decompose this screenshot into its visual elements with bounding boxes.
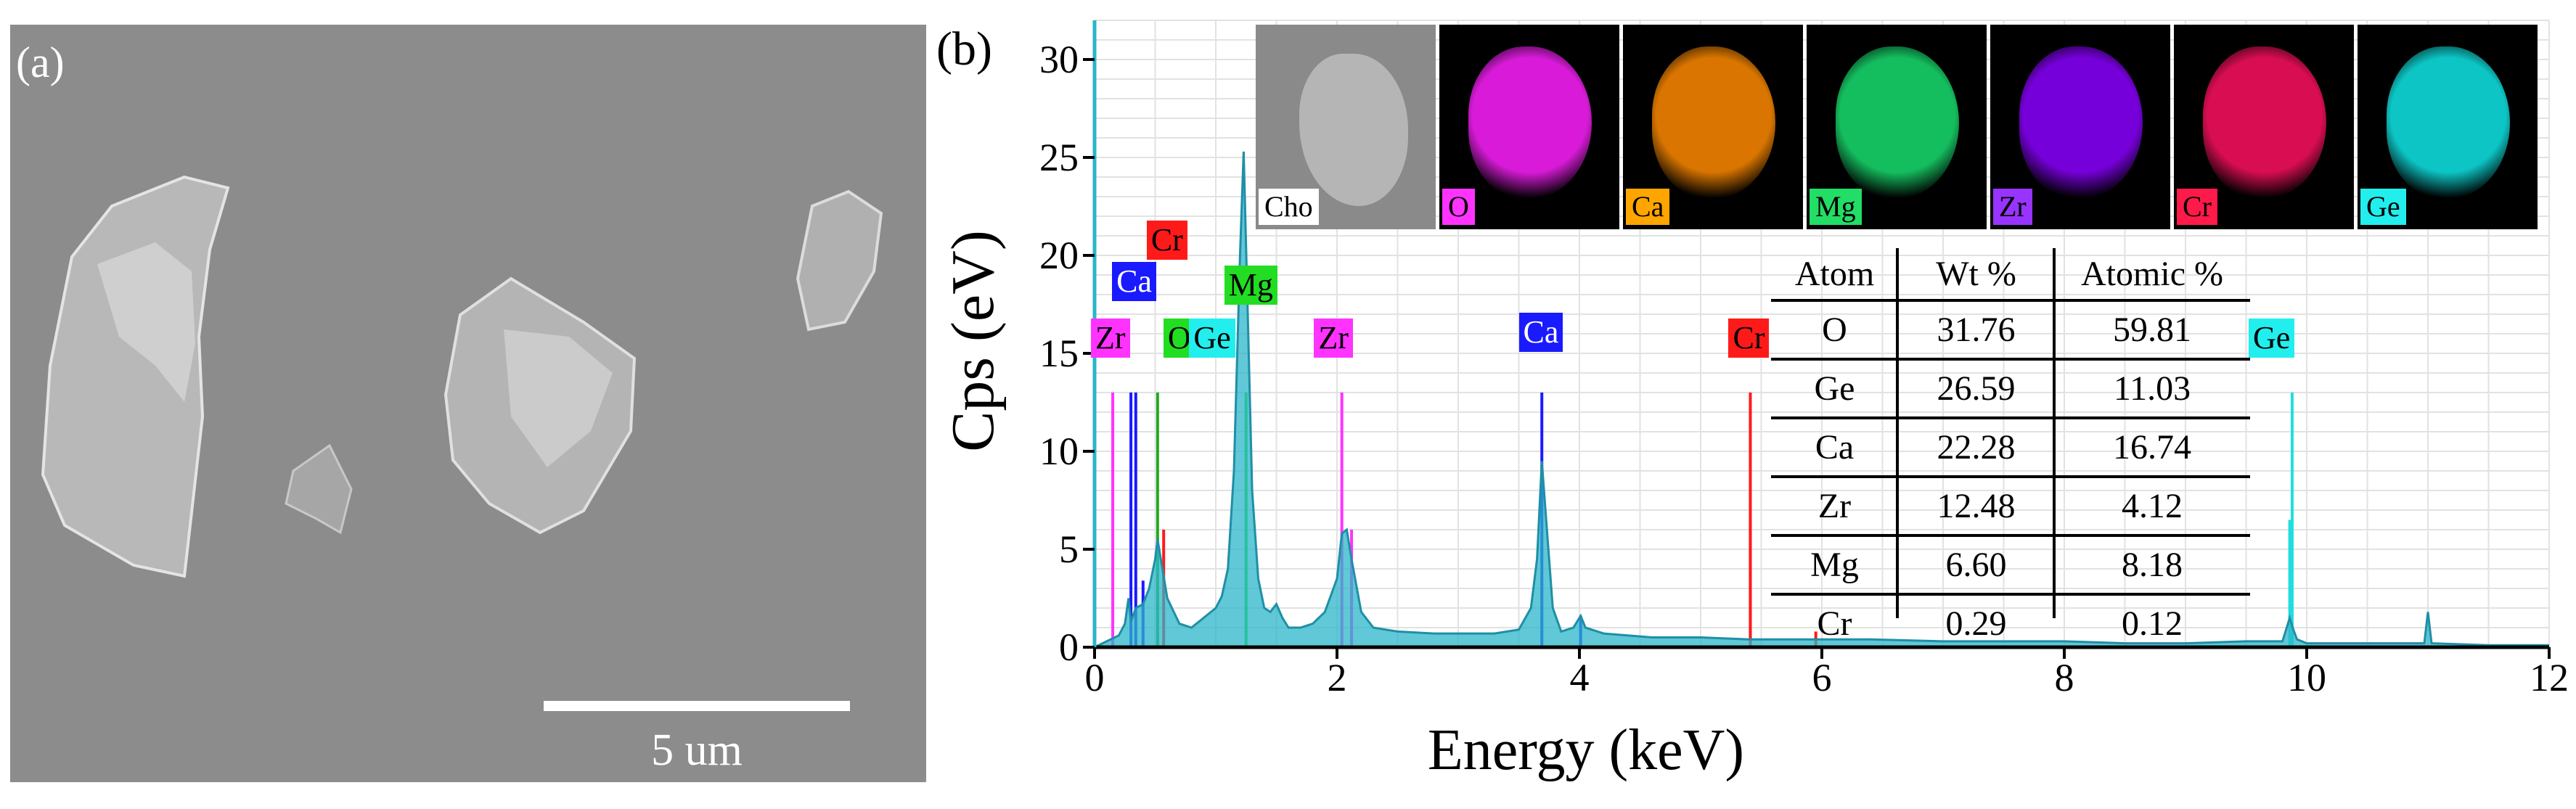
peak-label-cr: Cr: [1728, 318, 1770, 358]
element-map-cr: Cr: [2174, 25, 2354, 229]
peak-label-ca: Ca: [1112, 261, 1156, 301]
table-row: Ca 22.28 16.74: [1771, 416, 2250, 475]
table-divider: [2053, 248, 2056, 618]
y-tick-label: 5: [1059, 527, 1079, 571]
table-header: Atom Wt % Atomic %: [1771, 248, 2250, 299]
particle-center-highlight: [504, 329, 613, 467]
header-atom: Atom: [1794, 254, 1875, 293]
composition-table: Atom Wt % Atomic % O 31.76 59.81 Ge 26.5…: [1771, 248, 2250, 652]
peak-label-cr: Cr: [1146, 220, 1187, 260]
peak-label-zr: Zr: [1314, 318, 1353, 358]
cell-atom: Zr: [1817, 487, 1852, 525]
y-tick-label: 10: [1039, 430, 1079, 473]
x-tick-label: 0: [1085, 656, 1105, 699]
table-row: Zr 12.48 4.12: [1771, 475, 2250, 534]
map-label: Cr: [2177, 189, 2217, 225]
x-axis-label: Energy (keV): [1428, 718, 1744, 782]
cell-atomic: 59.81: [2113, 311, 2191, 349]
sem-image: (a) 5 um: [10, 25, 926, 782]
map-signal: [2387, 46, 2510, 199]
cell-atom: Mg: [1810, 546, 1859, 584]
map-signal: [1652, 46, 1775, 199]
map-signal: [2019, 46, 2143, 199]
panel-a-label: (a): [16, 38, 65, 86]
x-tick-label: 8: [2055, 656, 2074, 699]
cell-wt: 26.59: [1937, 369, 2016, 408]
cell-wt: 31.76: [1937, 311, 2016, 349]
sem-particles: [10, 25, 926, 782]
cell-wt: 6.60: [1945, 546, 2007, 584]
peak-label-o: O: [1163, 318, 1195, 358]
element-map-o: O: [1439, 25, 1619, 229]
spectrum-fill: [1095, 151, 2549, 647]
scale-bar-label: 5 um: [651, 726, 743, 775]
chart-ticks: 0 2 4 6 8 10 12 0 5 10 15 20 25 30: [1039, 38, 2569, 699]
map-label: Ca: [1626, 189, 1670, 225]
cell-wt: 0.29: [1945, 604, 2007, 643]
peak-label-mg: Mg: [1224, 266, 1277, 305]
table-row: Cr 0.29 0.12: [1771, 593, 2250, 652]
element-map-cho: Cho: [1256, 25, 1436, 229]
cell-atom: Ca: [1815, 428, 1855, 467]
peak-label-ge: Ge: [1189, 318, 1235, 358]
map-label: Ge: [2360, 189, 2406, 225]
peak-label-zr: Zr: [1091, 318, 1130, 358]
map-label: Cho: [1259, 189, 1319, 225]
table-row: O 31.76 59.81: [1771, 299, 2250, 358]
table-row: Ge 26.59 11.03: [1771, 358, 2250, 416]
map-label: O: [1442, 189, 1475, 225]
element-map-ge: Ge: [2358, 25, 2538, 229]
cell-atom: Ge: [1814, 369, 1855, 408]
element-map-zr: Zr: [1990, 25, 2170, 229]
map-particle: [1299, 54, 1408, 206]
x-tick-label: 12: [2530, 656, 2569, 699]
particle-small: [285, 443, 353, 535]
map-label: Mg: [1810, 189, 1862, 225]
y-tick-label: 30: [1039, 38, 1079, 81]
y-tick-label: 25: [1039, 136, 1079, 179]
table-divider: [1896, 248, 1899, 618]
map-label: Zr: [1993, 189, 2032, 225]
cell-atomic: 16.74: [2113, 428, 2191, 467]
cell-atomic: 0.12: [2122, 604, 2183, 643]
cell-atom: O: [1822, 311, 1847, 349]
header-wt: Wt %: [1936, 254, 2016, 293]
cell-wt: 22.28: [1937, 428, 2016, 467]
cell-atomic: 4.12: [2122, 487, 2183, 525]
particle-right: [796, 189, 883, 332]
particle-left-highlight: [97, 242, 195, 402]
cell-atomic: 8.18: [2122, 546, 2183, 584]
map-signal: [2203, 46, 2326, 199]
element-map-mg: Mg: [1807, 25, 1987, 229]
map-signal: [1836, 46, 1959, 199]
x-tick-label: 4: [1570, 656, 1590, 699]
scale-bar: [544, 701, 850, 711]
map-signal: [1468, 46, 1592, 199]
header-atomic: Atomic %: [2081, 254, 2223, 293]
spectrum-line: [1094, 151, 2549, 649]
cell-wt: 12.48: [1937, 487, 2016, 525]
y-tick-label: 15: [1039, 332, 1079, 375]
peak-label-ca: Ca: [1518, 312, 1563, 352]
x-tick-label: 2: [1328, 656, 1347, 699]
peak-label-ge: Ge: [2248, 318, 2295, 358]
element-map-ca: Ca: [1623, 25, 1803, 229]
y-tick-label: 0: [1059, 625, 1079, 669]
y-axis-label: Cps (eV): [939, 230, 1007, 452]
x-tick-label: 10: [2287, 656, 2326, 699]
cell-atomic: 11.03: [2113, 369, 2191, 408]
panel-b-label: (b): [936, 22, 992, 75]
table-row: Mg 6.60 8.18: [1771, 534, 2250, 593]
cell-atom: Cr: [1817, 604, 1852, 643]
x-tick-label: 6: [1812, 656, 1832, 699]
y-tick-label: 20: [1039, 234, 1079, 277]
